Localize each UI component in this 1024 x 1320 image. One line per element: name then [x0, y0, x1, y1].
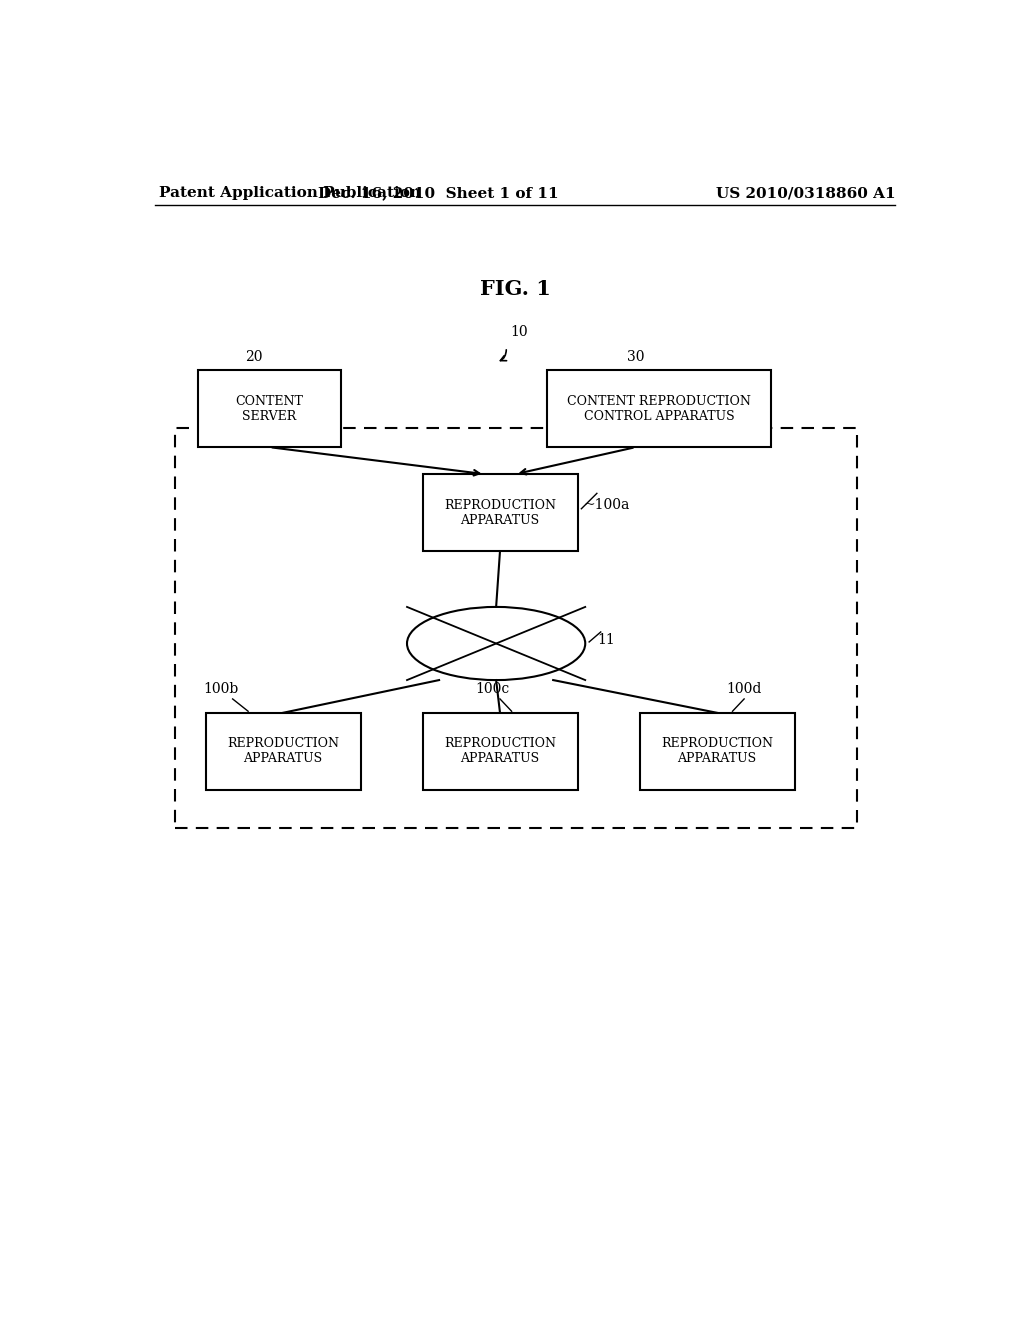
Text: 100d: 100d	[726, 682, 762, 696]
Bar	[640, 713, 795, 789]
Ellipse shape	[407, 607, 586, 680]
Text: CONTENT REPRODUCTION
CONTROL APPARATUS: CONTENT REPRODUCTION CONTROL APPARATUS	[567, 395, 751, 422]
Bar	[198, 370, 341, 447]
Text: REPRODUCTION
APPARATUS: REPRODUCTION APPARATUS	[444, 738, 556, 766]
Text: REPRODUCTION
APPARATUS: REPRODUCTION APPARATUS	[662, 738, 773, 766]
Text: 20: 20	[245, 350, 263, 364]
Bar	[423, 474, 578, 552]
Text: 100b: 100b	[204, 682, 239, 696]
Text: CONTENT
SERVER: CONTENT SERVER	[236, 395, 303, 422]
Text: US 2010/0318860 A1: US 2010/0318860 A1	[716, 186, 895, 201]
Text: Patent Application Publication: Patent Application Publication	[159, 186, 421, 201]
Text: 10: 10	[511, 325, 528, 339]
Text: 11: 11	[597, 632, 614, 647]
Text: REPRODUCTION
APPARATUS: REPRODUCTION APPARATUS	[227, 738, 339, 766]
Bar	[206, 713, 360, 789]
Text: FIG. 1: FIG. 1	[480, 280, 551, 300]
Text: Dec. 16, 2010  Sheet 1 of 11: Dec. 16, 2010 Sheet 1 of 11	[317, 186, 558, 201]
Text: ~100a: ~100a	[584, 498, 630, 512]
Bar	[423, 713, 578, 789]
Bar	[174, 428, 856, 829]
Text: 30: 30	[627, 350, 644, 364]
Bar	[547, 370, 771, 447]
Text: 100c: 100c	[475, 682, 509, 696]
Text: REPRODUCTION
APPARATUS: REPRODUCTION APPARATUS	[444, 499, 556, 527]
